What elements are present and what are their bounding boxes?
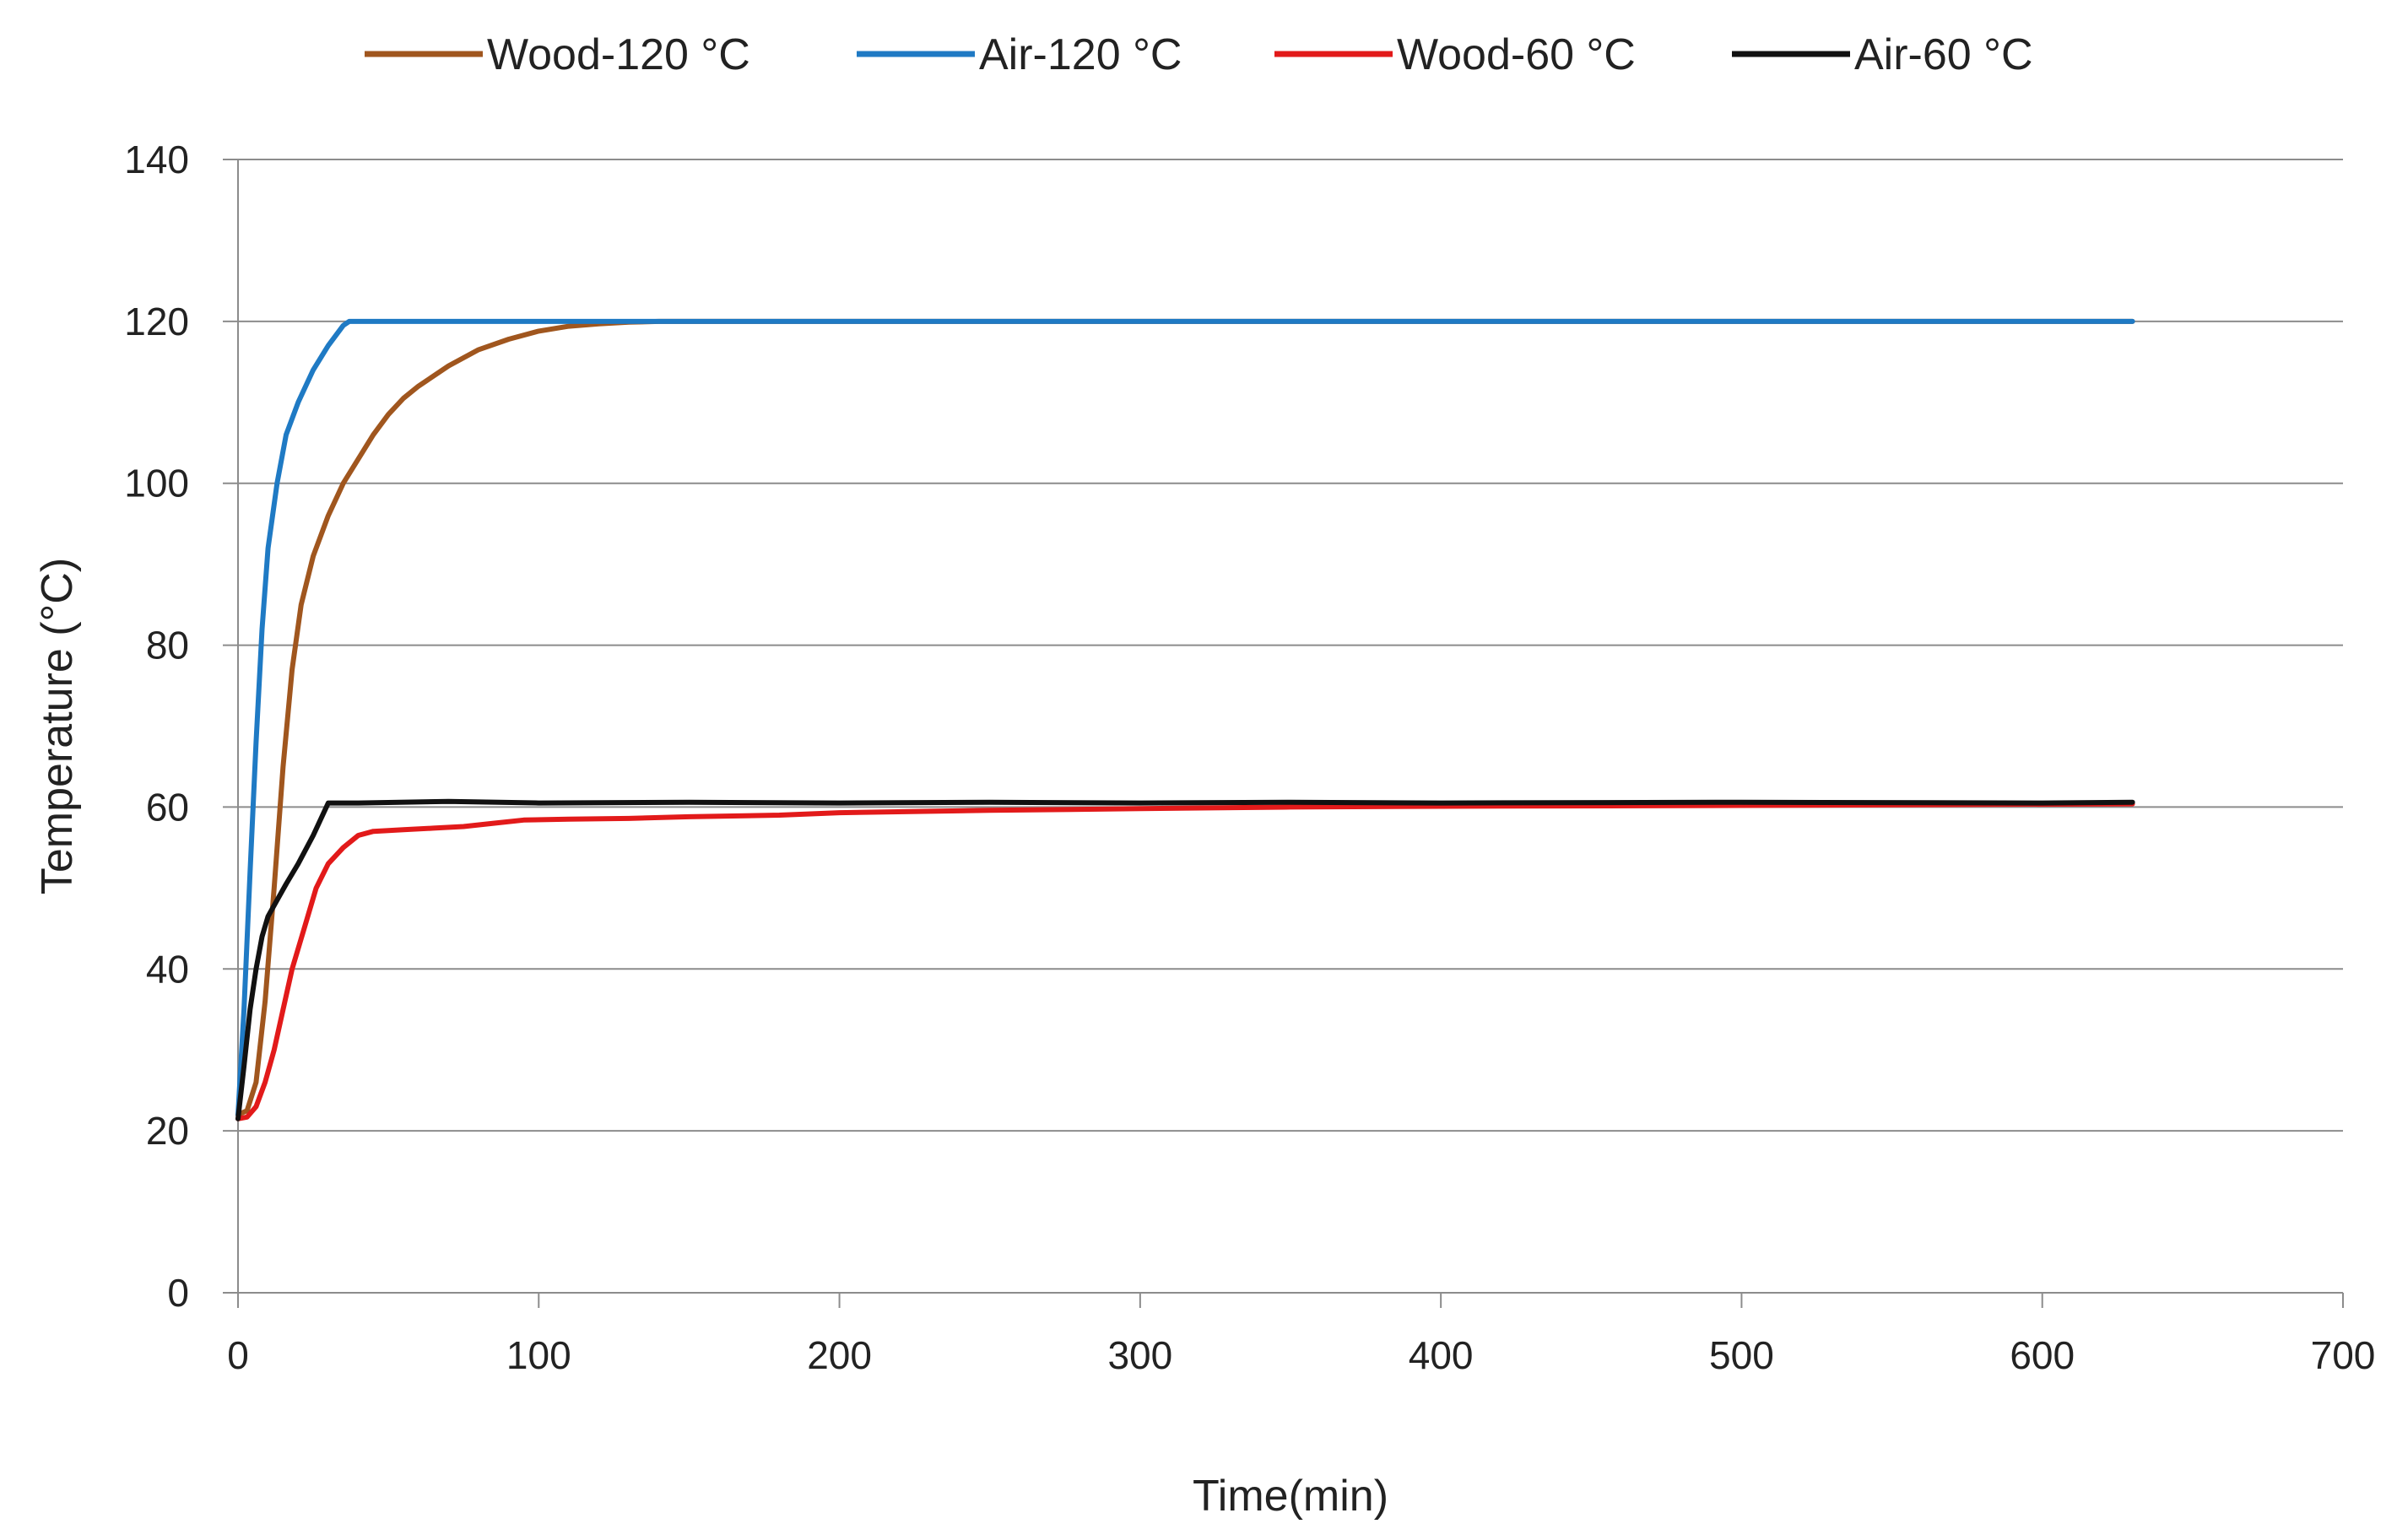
legend-item: Air-120 °C (857, 30, 1182, 79)
x-tick-label: 100 (506, 1333, 571, 1377)
x-tick-label: 600 (2010, 1333, 2075, 1377)
axes: 0 20 40 60 80 100 120 140 0 100 200 300 400 500 600 700 (124, 138, 2375, 1377)
legend: Wood-120 °C Air-120 °C Wood-60 °C Air-60 °C (365, 30, 2033, 79)
series-line-air-60-c (235, 798, 2135, 1121)
y-tick-label: 40 (146, 947, 189, 991)
y-tick-label: 100 (124, 462, 189, 505)
x-tick-label: 700 (2311, 1333, 2376, 1377)
legend-item: Wood-120 °C (365, 30, 750, 79)
legend-label: Air-120 °C (979, 30, 1182, 79)
y-tick-label: 60 (146, 785, 189, 829)
legend-label: Wood-60 °C (1397, 30, 1636, 79)
legend-label: Air-60 °C (1854, 30, 2033, 79)
legend-item: Air-60 °C (1732, 30, 2033, 79)
legend-label: Wood-120 °C (487, 30, 750, 79)
x-axis-title: Time(min) (1193, 1472, 1388, 1521)
y-tick-label: 80 (146, 624, 189, 667)
y-tick-label: 120 (124, 300, 189, 343)
series-line-wood-60-c (235, 801, 2135, 1121)
x-tick-label: 300 (1107, 1333, 1172, 1377)
series-lines (235, 318, 2135, 1121)
x-tick-label: 200 (807, 1333, 872, 1377)
legend-item: Wood-60 °C (1274, 30, 1636, 79)
x-tick-label: 0 (227, 1333, 249, 1377)
y-axis-title: Temperature (°C) (33, 558, 82, 894)
y-tick-label: 20 (146, 1109, 189, 1153)
series-line-air-120-c (235, 318, 2135, 1117)
y-tick-label: 140 (124, 138, 189, 181)
x-tick-label: 500 (1709, 1333, 1774, 1377)
x-tick-label: 400 (1409, 1333, 1474, 1377)
y-tick-label: 0 (167, 1271, 189, 1315)
